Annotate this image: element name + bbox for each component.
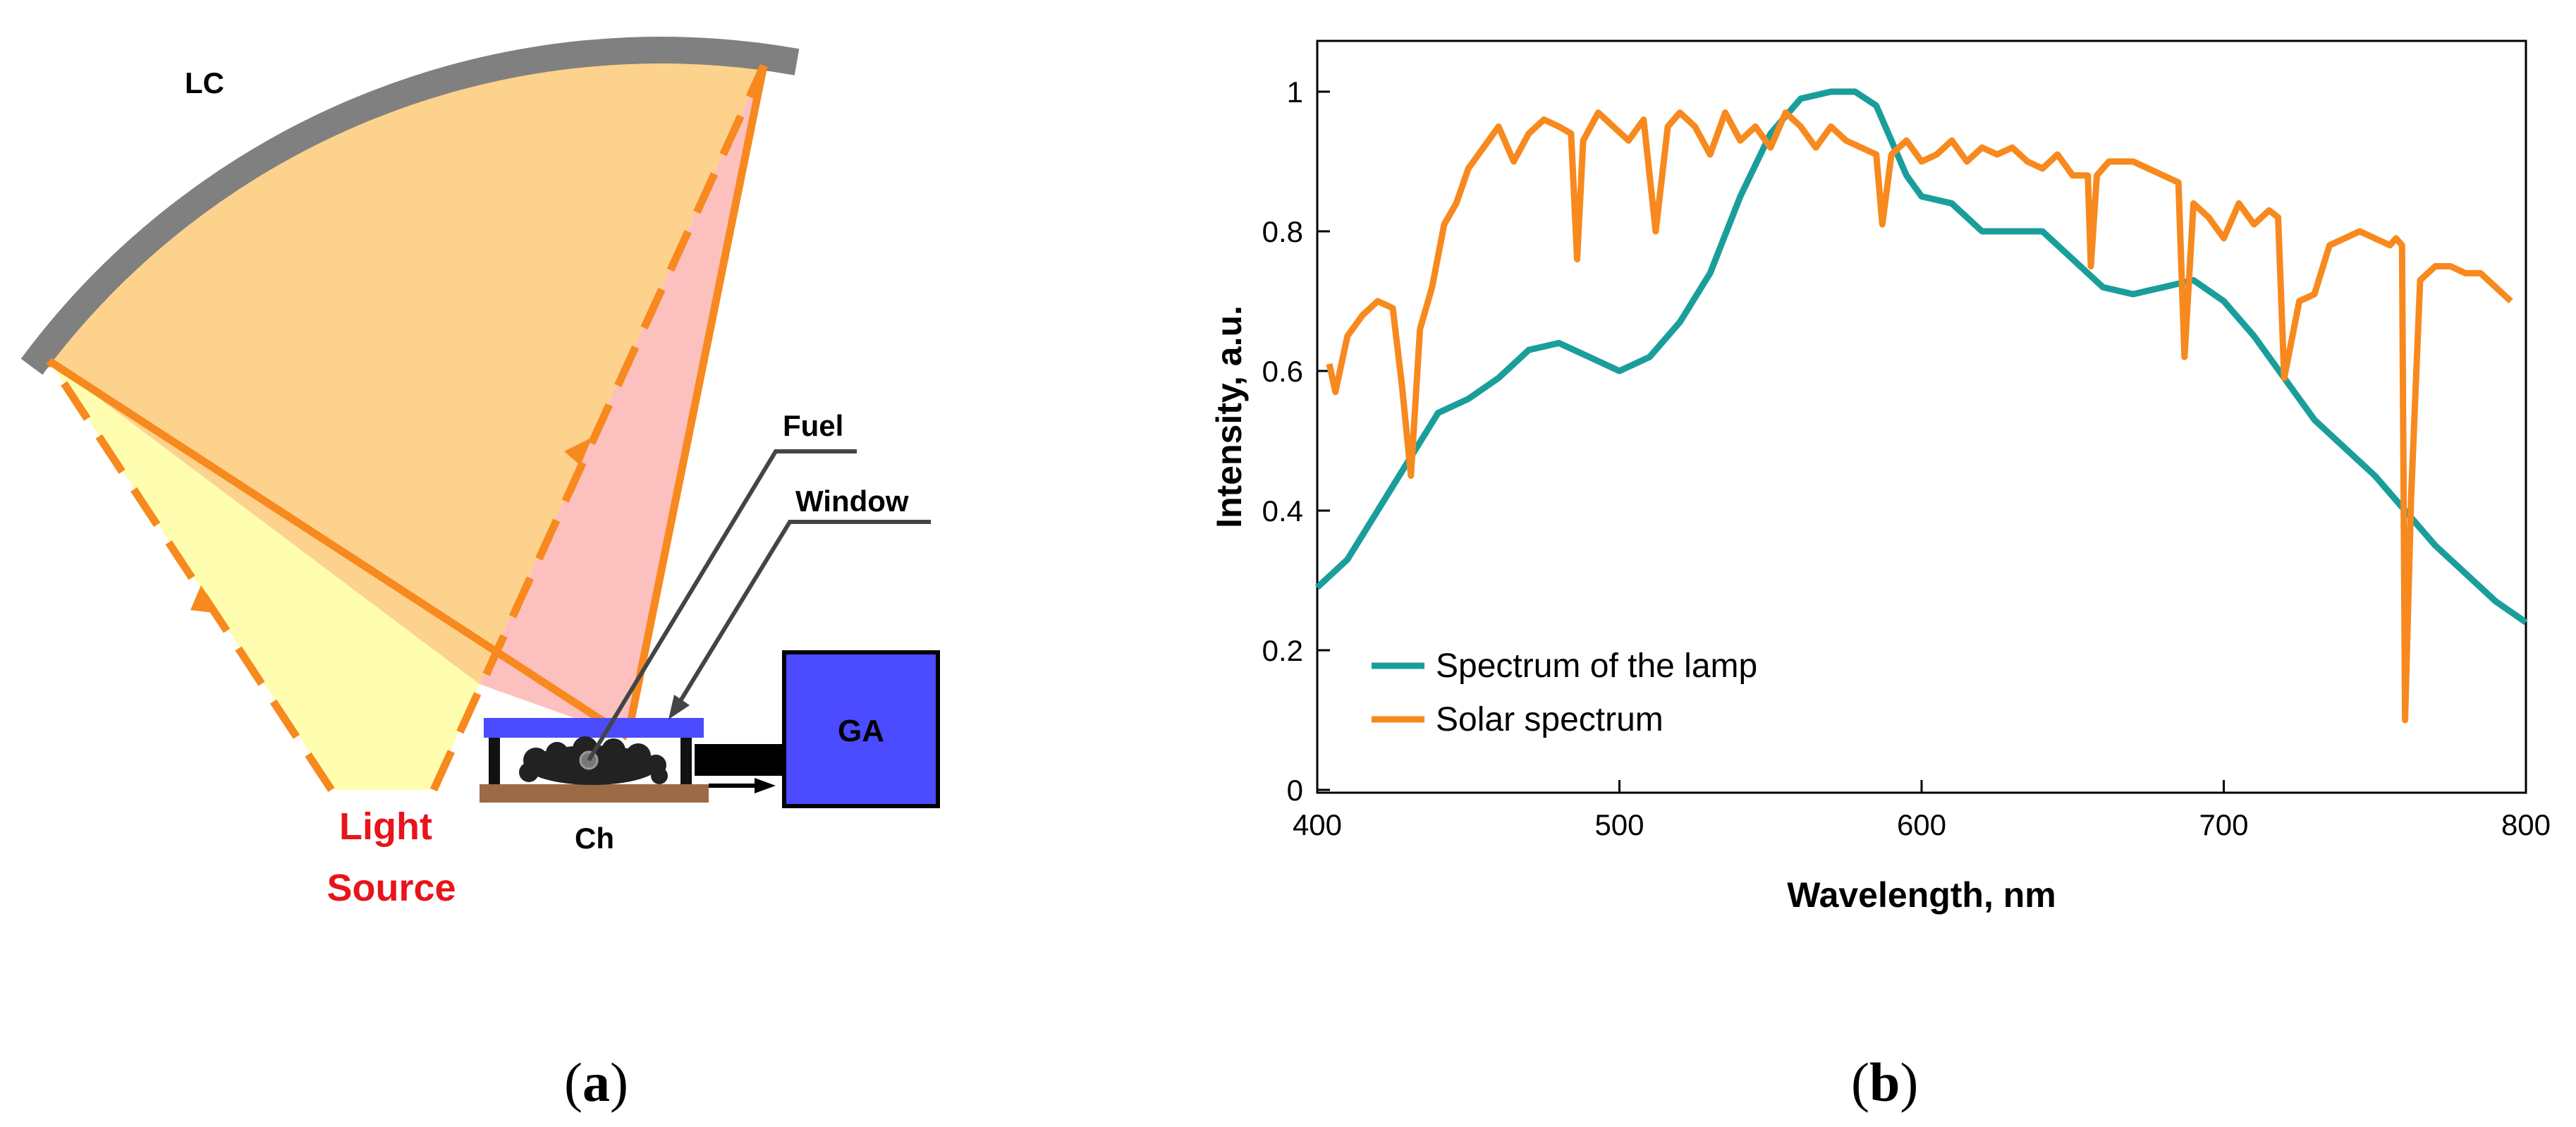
label-window: Window <box>795 485 909 518</box>
x-tick-label: 800 <box>2501 808 2551 841</box>
diagram-panel-a: LC Fuel Window GA Ch Light Source <box>20 37 940 909</box>
ray-arrow-left <box>190 585 220 614</box>
window-callout-arrow <box>669 695 690 719</box>
legend-label-lamp: Spectrum of the lamp <box>1436 647 1757 685</box>
spectrum-chart: 400 500 600 700 800 0 0.2 0.4 0.6 0.8 1 Wavelengt… <box>1209 39 2551 915</box>
label-ga: GA <box>838 714 884 748</box>
incoming-beam-region <box>49 361 480 790</box>
chamber-leg-right <box>680 738 692 784</box>
mirror-sector-region <box>49 59 764 685</box>
series-line-solar <box>1326 109 2513 724</box>
legend-label-solar: Solar spectrum <box>1436 701 1664 738</box>
label-light: Light <box>339 805 432 848</box>
y-tick-label: 1 <box>1287 75 1303 109</box>
y-tick-label: 0.8 <box>1262 215 1303 248</box>
gas-flow-arrow <box>755 778 776 793</box>
fuel-pile <box>519 736 668 785</box>
reflected-ray-left <box>47 358 630 741</box>
y-tick-label: 0.4 <box>1262 494 1303 528</box>
y-tick-label: 0 <box>1287 774 1303 807</box>
reflected-ray-right <box>623 64 768 738</box>
light-concentrator-mirror <box>20 37 800 375</box>
y-tick-label: 0.6 <box>1262 355 1303 388</box>
window-plate <box>484 718 704 738</box>
x-tick-label: 500 <box>1594 808 1644 841</box>
gas-analyzer-box <box>782 650 940 808</box>
x-tick-label: 600 <box>1897 808 1946 841</box>
chamber-leg-left <box>489 738 500 784</box>
series-line-lamp <box>1314 88 2528 626</box>
x-tick-label: 700 <box>2199 808 2248 841</box>
caption-a: (a) <box>564 1052 628 1113</box>
fuel-callout-line <box>587 449 857 762</box>
x-tick-label: 400 <box>1293 808 1342 841</box>
x-axis-label: Wavelength, nm <box>1787 875 2056 915</box>
incident-ray-right <box>429 63 768 792</box>
chamber-base <box>480 784 709 803</box>
label-ch: Ch <box>575 822 614 855</box>
window-callout-line <box>671 520 931 714</box>
incident-ray-left <box>46 358 335 793</box>
y-axis-label: Intensity, a.u. <box>1209 305 1249 528</box>
focused-beam-region <box>480 66 764 737</box>
label-source: Source <box>326 867 456 909</box>
label-lc: LC <box>185 66 224 99</box>
gas-pipe <box>695 744 786 776</box>
caption-b: (b) <box>1851 1052 1919 1113</box>
y-tick-label: 0.2 <box>1262 634 1303 667</box>
ray-arrow-right <box>564 437 592 465</box>
label-fuel: Fuel <box>783 409 843 442</box>
